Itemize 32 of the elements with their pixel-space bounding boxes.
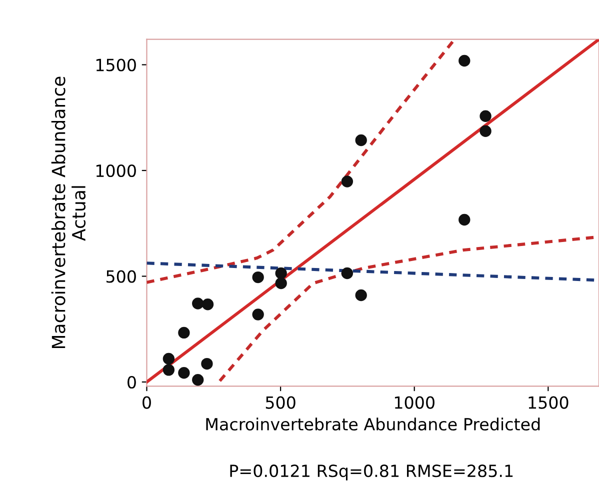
y-tick-label: 1500 — [96, 58, 136, 72]
point — [355, 289, 367, 302]
y-tick-label: 500 — [106, 270, 136, 283]
point — [458, 54, 470, 67]
point — [480, 125, 492, 137]
point — [162, 364, 175, 376]
y-tick-label: 1000 — [96, 164, 136, 178]
point — [178, 326, 190, 339]
y-tick-label: 0 — [128, 376, 136, 389]
point — [192, 374, 204, 386]
y-axis-title: Macroinvertebrate Abundance Actual — [51, 76, 86, 348]
x-tick-label: 1000 — [394, 396, 434, 409]
point — [355, 134, 367, 146]
point — [341, 176, 354, 188]
point — [480, 110, 492, 122]
text: P=0.0121 RSq=0.81 RMSE=285.1 — [230, 464, 513, 480]
point — [458, 214, 470, 226]
line-series — [146, 39, 456, 284]
point — [202, 298, 214, 310]
x-axis-title: Macroinvertebrate Abundance Predicted — [206, 418, 540, 431]
point — [252, 271, 264, 284]
point — [201, 358, 213, 370]
point — [275, 267, 287, 280]
point — [275, 277, 287, 290]
x-tick-label: 1500 — [528, 396, 568, 409]
point — [192, 298, 204, 310]
x-tick-label: 0 — [142, 396, 151, 409]
point — [162, 352, 175, 365]
point — [252, 308, 264, 320]
point — [178, 367, 190, 379]
x-tick-label: 500 — [266, 396, 296, 409]
point — [341, 267, 354, 280]
